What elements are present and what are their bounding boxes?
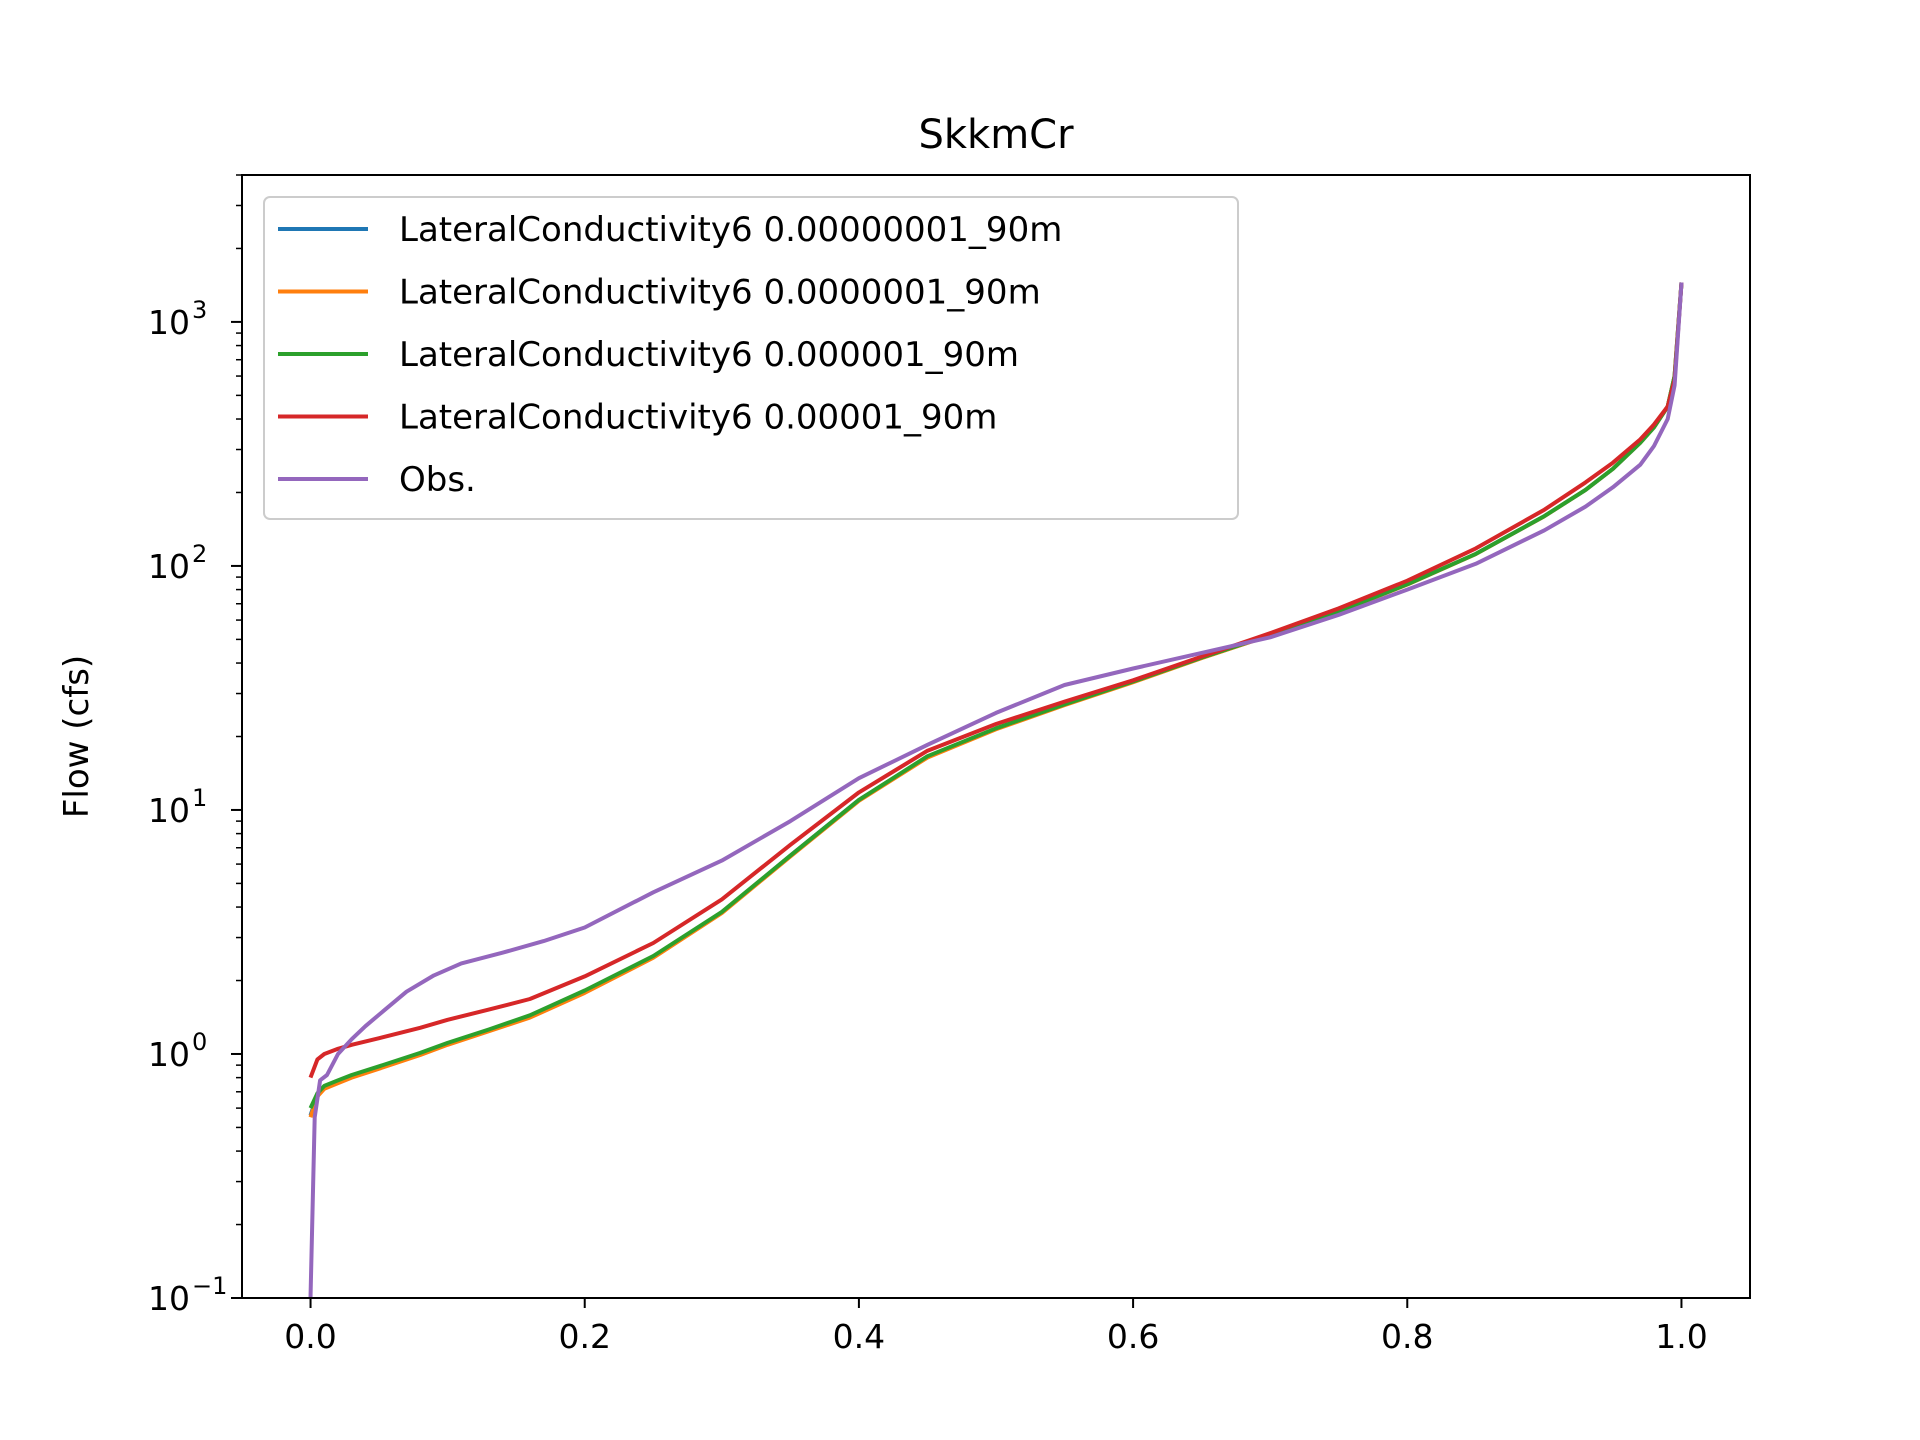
y-tick-exponent: 0 — [192, 1028, 207, 1056]
y-tick-label: 10 — [148, 547, 190, 586]
series-line-5 — [308, 282, 1684, 1299]
y-tick-exponent: 2 — [192, 540, 207, 568]
y-tick-label: 10 — [148, 1035, 190, 1074]
legend-frame — [263, 196, 1239, 520]
y-axis-label: Flow (cfs) — [57, 655, 97, 818]
y-tick-exponent: 1 — [192, 784, 207, 812]
legend: LateralConductivity6 0.00000001_90m Later… — [263, 196, 1239, 520]
x-tick-label: 0.6 — [1107, 1317, 1159, 1356]
y-tick-exponent: 3 — [192, 296, 207, 324]
x-tick-label: 1.0 — [1655, 1317, 1707, 1356]
chart-title: SkkmCr — [918, 112, 1074, 158]
legend-label: LateralConductivity6 0.00000001_90m — [399, 210, 1062, 250]
x-axis-ticks: 0.0 0.2 0.4 0.6 0.8 1.0 — [284, 1298, 1708, 1356]
legend-label: Obs. — [399, 460, 476, 500]
x-tick-label: 0.2 — [558, 1317, 610, 1356]
y-tick-label: 10 — [148, 791, 190, 830]
y-tick-exponent: −1 — [192, 1272, 227, 1300]
x-tick-label: 0.0 — [284, 1317, 336, 1356]
legend-label: LateralConductivity6 0.00001_90m — [399, 398, 997, 438]
x-tick-label: 0.4 — [833, 1317, 885, 1356]
y-tick-label: 10 — [148, 303, 190, 342]
legend-label: LateralConductivity6 0.000001_90m — [399, 335, 1019, 375]
x-tick-label: 0.8 — [1381, 1317, 1433, 1356]
legend-label: LateralConductivity6 0.0000001_90m — [399, 273, 1041, 313]
series-layer — [308, 282, 1684, 1299]
series-line-3 — [308, 282, 1684, 1109]
series-line-4 — [308, 282, 1684, 1079]
y-tick-label: 10 — [148, 1279, 190, 1318]
